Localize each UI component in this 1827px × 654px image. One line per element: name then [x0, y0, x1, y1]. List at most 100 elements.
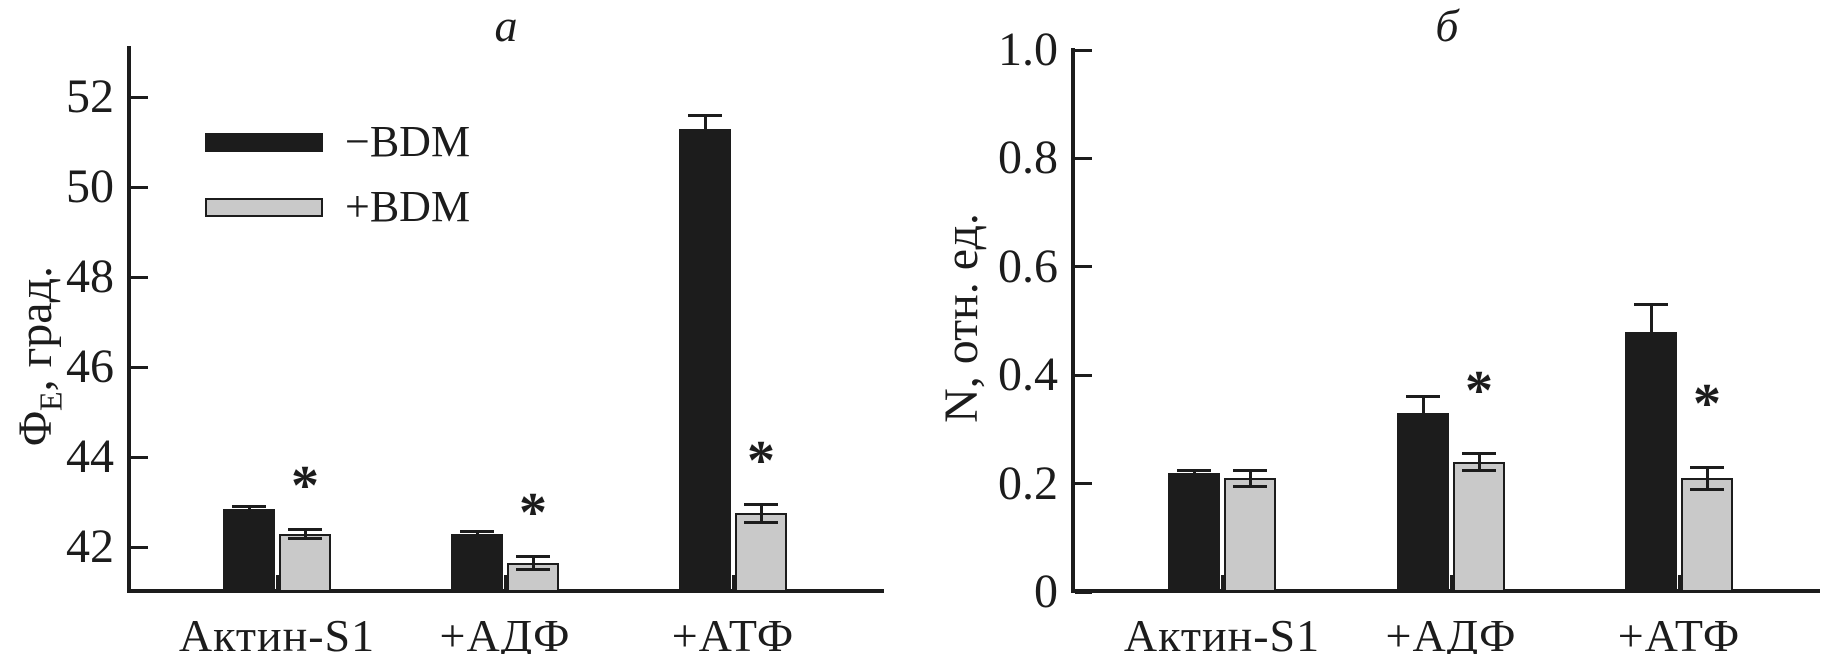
y-tick-label: 0.4 — [998, 348, 1058, 402]
y-tick — [131, 365, 148, 369]
x-tick — [275, 575, 279, 589]
error-bar-cap-top — [688, 113, 722, 117]
y-tick-label: 0 — [1034, 565, 1058, 618]
y-tick — [131, 185, 148, 189]
y-tick — [131, 545, 148, 549]
error-bar-stem — [475, 531, 479, 536]
error-bar-cap-bottom — [288, 536, 322, 540]
x-tick — [503, 575, 507, 589]
error-bar-cap-bottom — [1462, 468, 1496, 472]
x-tick — [1677, 575, 1681, 589]
category-label: Актин-S1 — [1123, 610, 1321, 654]
panel-b-title: б — [1435, 0, 1459, 51]
error-bar-stem — [1705, 467, 1709, 489]
legend-label-minus-bdm: −BDM — [345, 117, 471, 166]
significance-asterisk: * — [1693, 373, 1721, 436]
x-tick — [1449, 575, 1453, 589]
error-bar-cap-top — [1690, 465, 1724, 469]
error-bar-cap-top — [744, 502, 778, 506]
bar-minus-bdm — [223, 508, 275, 592]
y-axis-line — [1071, 48, 1075, 592]
bar-plus-bdm — [1681, 478, 1733, 592]
significance-asterisk: * — [1465, 359, 1493, 422]
y-tick-label: 44 — [66, 430, 114, 483]
error-bar-stem — [303, 529, 307, 538]
error-bar-stem — [1248, 470, 1252, 487]
error-bar-cap-bottom — [232, 509, 266, 513]
error-bar-stem — [531, 556, 535, 570]
y-tick-label: 0.6 — [998, 239, 1058, 293]
y-tick — [1075, 482, 1092, 486]
y-axis-line — [127, 46, 131, 592]
error-bar-stem — [1192, 470, 1196, 476]
error-bar-cap-bottom — [460, 534, 494, 538]
error-bar-cap-bottom — [1690, 487, 1724, 491]
y-tick — [131, 455, 148, 459]
legend-swatch-minus-bdm — [205, 132, 323, 152]
y-tick-label: 0.8 — [998, 131, 1058, 185]
bar-minus-bdm — [1625, 331, 1677, 592]
panel-a-title: a — [494, 0, 518, 51]
error-bar-cap-top — [516, 554, 550, 558]
legend-label-plus-bdm: +BDM — [345, 182, 471, 231]
legend-entry-minus-bdm: −BDM — [205, 118, 470, 166]
error-bar-stem — [1649, 304, 1653, 359]
y-tick-label: 46 — [66, 340, 114, 393]
error-bar-cap-bottom — [1177, 473, 1211, 477]
category-label: +АТФ — [671, 610, 795, 654]
error-bar-cap-top — [1406, 395, 1440, 399]
significance-asterisk: * — [291, 455, 319, 517]
error-bar-stem — [759, 504, 763, 523]
bar-plus-bdm — [735, 513, 787, 592]
category-label: +АДФ — [1385, 610, 1517, 654]
y-tick-label: 1.0 — [998, 23, 1058, 76]
error-bar-cap-bottom — [744, 520, 778, 524]
y-tick — [131, 95, 148, 99]
bar-plus-bdm — [279, 533, 331, 592]
x-axis-line — [127, 589, 884, 593]
y-tick — [1075, 156, 1092, 160]
bar-minus-bdm — [451, 533, 503, 592]
error-bar-cap-bottom — [688, 140, 722, 144]
y-tick — [131, 275, 148, 279]
error-bar-cap-top — [288, 527, 322, 531]
error-bar-cap-bottom — [1634, 357, 1668, 361]
error-bar-stem — [247, 506, 251, 511]
error-bar-stem — [703, 115, 707, 142]
error-bar-cap-top — [1634, 303, 1668, 307]
error-bar-cap-top — [460, 529, 494, 533]
y-tick-label: 50 — [66, 160, 114, 213]
y-tick — [1075, 265, 1092, 269]
legend-swatch-plus-bdm — [205, 197, 323, 217]
bar-minus-bdm — [1168, 472, 1220, 592]
x-tick — [1220, 575, 1224, 589]
y-tick-label: 42 — [66, 520, 114, 573]
error-bar-cap-top — [232, 505, 266, 508]
category-label: Актин-S1 — [178, 610, 376, 654]
error-bar-stem — [1421, 396, 1425, 430]
error-bar-cap-top — [1177, 468, 1211, 472]
x-tick — [731, 575, 735, 589]
legend: −BDM +BDM — [205, 118, 470, 248]
y-tick-label: 0.2 — [998, 456, 1058, 510]
error-bar-cap-bottom — [1233, 484, 1267, 488]
bar-plus-bdm — [1453, 461, 1505, 592]
bar-minus-bdm — [1397, 413, 1449, 592]
error-bar-cap-top — [1233, 468, 1267, 472]
y-tick-label: 52 — [66, 70, 114, 123]
bar-plus-bdm — [1224, 478, 1276, 592]
y-tick — [1075, 590, 1092, 594]
significance-asterisk: * — [519, 482, 547, 544]
y-tick — [1075, 48, 1092, 52]
category-label: +АТФ — [1617, 610, 1741, 654]
category-label: +АДФ — [439, 610, 571, 654]
y-tick — [1075, 373, 1092, 377]
bar-minus-bdm — [679, 128, 731, 592]
error-bar-cap-top — [1462, 452, 1496, 456]
error-bar-stem — [1477, 453, 1481, 471]
error-bar-cap-bottom — [516, 568, 550, 571]
panel-b-y-axis-label: N, отн. ед. — [932, 18, 992, 618]
y-tick-label: 48 — [66, 250, 114, 303]
significance-asterisk: * — [747, 430, 775, 493]
